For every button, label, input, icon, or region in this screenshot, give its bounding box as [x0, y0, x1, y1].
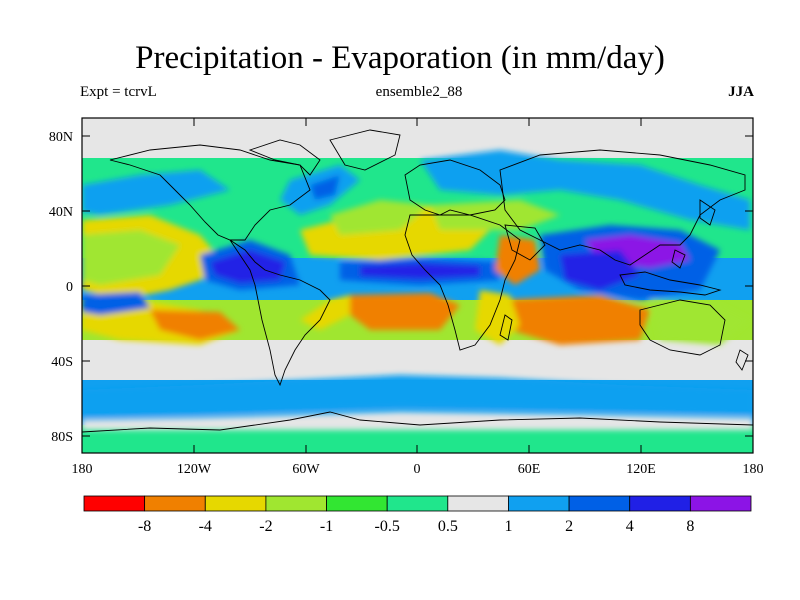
lon-axis: 180 120W 60W 0 60E 120E 180 — [72, 118, 764, 477]
colorbar-label-5: 0.5 — [438, 518, 458, 535]
colorbar-label-8: 4 — [626, 518, 634, 535]
lat-label-0: 0 — [66, 280, 73, 295]
ensemble-label: ensemble2_88 — [375, 84, 463, 100]
colorbar-box-2 — [204, 495, 267, 512]
colorbar-label-3: -1 — [320, 518, 333, 535]
colorbar-label-4: -0.5 — [375, 518, 400, 535]
colorbar-box-9 — [629, 495, 691, 512]
lon-label-60e: 60E — [518, 462, 541, 477]
colorbar: -8 -4 -2 -1 -0.5 0.5 1 2 4 8 — [83, 495, 752, 535]
colorbar-label-7: 2 — [565, 518, 573, 535]
lat-label-80s: 80S — [51, 430, 73, 445]
lon-label-0: 0 — [414, 462, 421, 477]
experiment-label: Expt = tcrvL — [80, 84, 157, 100]
colorbar-box-8 — [568, 495, 631, 512]
colorbar-label-1: -4 — [199, 518, 212, 535]
lat-label-40n: 40N — [49, 205, 73, 220]
lon-label-60w: 60W — [292, 462, 320, 477]
colorbar-box-6 — [447, 495, 509, 512]
colorbar-label-0: -8 — [138, 518, 151, 535]
lon-label-180w: 180 — [72, 462, 93, 477]
precip-field — [82, 118, 753, 453]
season-label: JJA — [728, 84, 754, 100]
lon-label-120e: 120E — [626, 462, 656, 477]
colorbar-box-4 — [326, 495, 388, 512]
colorbar-box-1 — [144, 495, 206, 512]
lat-axis: 80N 40N 0 40S 80S — [49, 130, 753, 445]
colorbar-label-2: -2 — [259, 518, 272, 535]
colorbar-label-6: 1 — [504, 518, 512, 535]
colorbar-box-5 — [386, 495, 449, 512]
colorbar-label-9: 8 — [686, 518, 694, 535]
lat-label-40s: 40S — [51, 355, 73, 370]
coastlines — [82, 129, 753, 433]
colorbar-box-10 — [689, 495, 752, 512]
colorbar-box-0 — [83, 495, 146, 512]
lon-label-180e: 180 — [743, 462, 764, 477]
lat-label-80n: 80N — [49, 130, 73, 145]
colorbar-box-7 — [508, 495, 570, 512]
plot-title: Precipitation - Evaporation (in mm/day) — [135, 40, 665, 76]
lon-label-120w: 120W — [177, 462, 212, 477]
colorbar-box-3 — [265, 495, 327, 512]
